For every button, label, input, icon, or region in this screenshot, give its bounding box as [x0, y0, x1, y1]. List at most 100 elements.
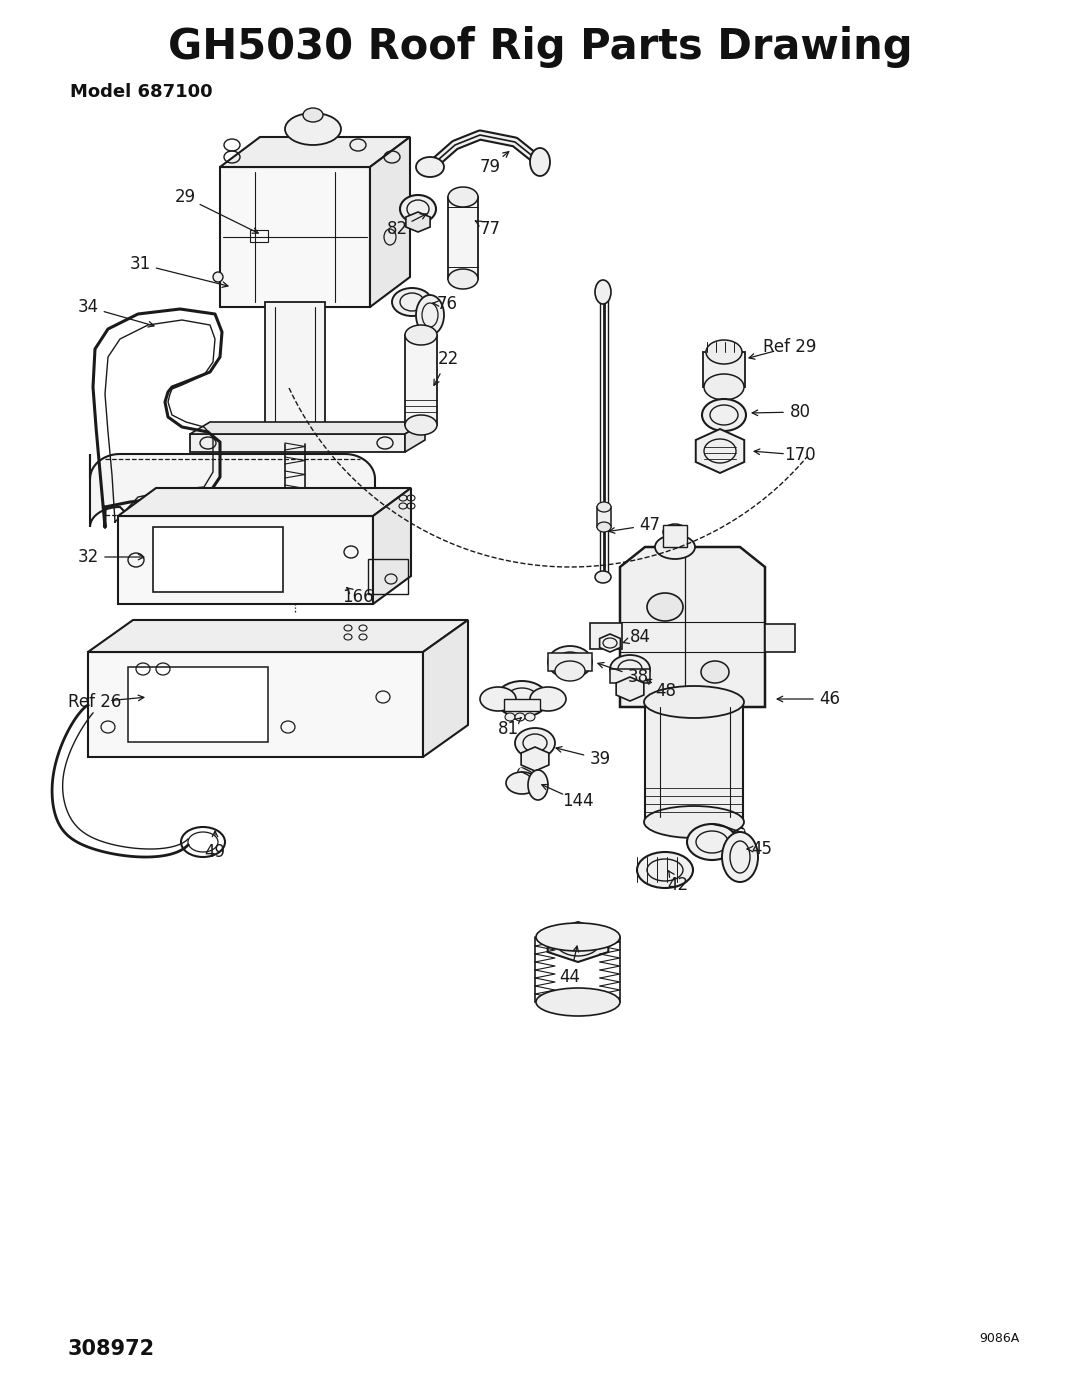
Text: 29: 29 — [175, 189, 195, 205]
Bar — [765, 624, 795, 652]
Text: 31: 31 — [130, 256, 150, 272]
Ellipse shape — [530, 687, 566, 711]
Ellipse shape — [555, 661, 585, 680]
Ellipse shape — [610, 655, 650, 683]
Ellipse shape — [416, 156, 444, 177]
Ellipse shape — [654, 535, 696, 559]
Ellipse shape — [413, 221, 423, 229]
Bar — [504, 698, 540, 711]
Polygon shape — [617, 678, 644, 701]
Ellipse shape — [706, 339, 742, 365]
Text: 22: 22 — [437, 351, 459, 367]
Text: 308972: 308972 — [68, 1338, 156, 1359]
Ellipse shape — [536, 988, 620, 1016]
Text: GH5030 Roof Rig Parts Drawing: GH5030 Roof Rig Parts Drawing — [167, 27, 913, 68]
Ellipse shape — [413, 219, 423, 226]
Ellipse shape — [644, 806, 744, 838]
Ellipse shape — [414, 222, 422, 231]
Bar — [548, 652, 592, 671]
Text: 45: 45 — [752, 840, 772, 858]
Ellipse shape — [413, 219, 423, 228]
Text: 166: 166 — [342, 588, 374, 606]
Text: 84: 84 — [630, 629, 650, 645]
Ellipse shape — [644, 686, 744, 718]
Ellipse shape — [530, 148, 550, 176]
Text: Model 687100: Model 687100 — [70, 82, 213, 101]
Polygon shape — [190, 422, 426, 434]
Bar — [129, 666, 268, 742]
Bar — [448, 197, 478, 279]
Bar — [190, 434, 405, 453]
Ellipse shape — [548, 645, 592, 678]
Text: 80: 80 — [789, 402, 810, 420]
Ellipse shape — [213, 272, 222, 282]
Ellipse shape — [515, 712, 525, 721]
Ellipse shape — [405, 326, 437, 345]
Bar — [663, 525, 687, 548]
Bar — [249, 231, 268, 242]
Ellipse shape — [701, 661, 729, 683]
Text: Ref 26: Ref 26 — [68, 693, 122, 711]
Bar — [610, 669, 650, 683]
Ellipse shape — [525, 712, 535, 721]
Ellipse shape — [285, 113, 341, 145]
Ellipse shape — [400, 196, 436, 224]
Ellipse shape — [448, 270, 478, 289]
Ellipse shape — [405, 415, 437, 434]
Text: 38: 38 — [627, 668, 649, 686]
Text: 77: 77 — [480, 219, 500, 237]
Text: 9086A: 9086A — [980, 1333, 1020, 1345]
Ellipse shape — [507, 773, 538, 793]
Bar — [118, 515, 373, 604]
Polygon shape — [220, 137, 410, 168]
Polygon shape — [90, 454, 375, 527]
Ellipse shape — [480, 687, 516, 711]
Polygon shape — [406, 212, 430, 232]
Bar — [265, 302, 325, 437]
Text: 32: 32 — [78, 548, 98, 566]
Ellipse shape — [416, 295, 444, 335]
Bar — [153, 527, 283, 592]
Ellipse shape — [647, 592, 683, 622]
Bar — [645, 703, 743, 821]
Ellipse shape — [515, 728, 555, 759]
Text: 34: 34 — [78, 298, 98, 316]
Ellipse shape — [411, 218, 424, 226]
Polygon shape — [370, 137, 410, 307]
Text: 81: 81 — [498, 719, 518, 738]
Text: 42: 42 — [667, 876, 689, 894]
Ellipse shape — [687, 824, 737, 861]
Polygon shape — [696, 429, 744, 474]
Text: 48: 48 — [656, 682, 676, 700]
Text: 49: 49 — [204, 842, 226, 861]
Ellipse shape — [704, 374, 744, 400]
Ellipse shape — [448, 187, 478, 207]
Polygon shape — [87, 620, 468, 652]
Ellipse shape — [597, 502, 611, 511]
Ellipse shape — [637, 852, 693, 888]
Ellipse shape — [702, 400, 746, 432]
Polygon shape — [599, 634, 620, 652]
Text: 82: 82 — [387, 219, 407, 237]
Ellipse shape — [595, 279, 611, 305]
Polygon shape — [522, 747, 549, 771]
Bar — [368, 559, 408, 594]
Bar — [703, 352, 745, 387]
Polygon shape — [405, 422, 426, 453]
Ellipse shape — [536, 923, 620, 951]
Ellipse shape — [663, 524, 687, 541]
Polygon shape — [620, 548, 765, 707]
Bar — [87, 652, 423, 757]
Text: 47: 47 — [639, 515, 661, 534]
Bar — [597, 507, 611, 527]
Ellipse shape — [505, 712, 515, 721]
Polygon shape — [423, 620, 468, 757]
Text: 76: 76 — [436, 295, 458, 313]
Bar — [220, 168, 370, 307]
Ellipse shape — [723, 833, 758, 882]
Text: 39: 39 — [590, 750, 610, 768]
Ellipse shape — [595, 571, 611, 583]
Polygon shape — [118, 488, 411, 515]
Text: 144: 144 — [563, 792, 594, 810]
Polygon shape — [373, 488, 411, 604]
